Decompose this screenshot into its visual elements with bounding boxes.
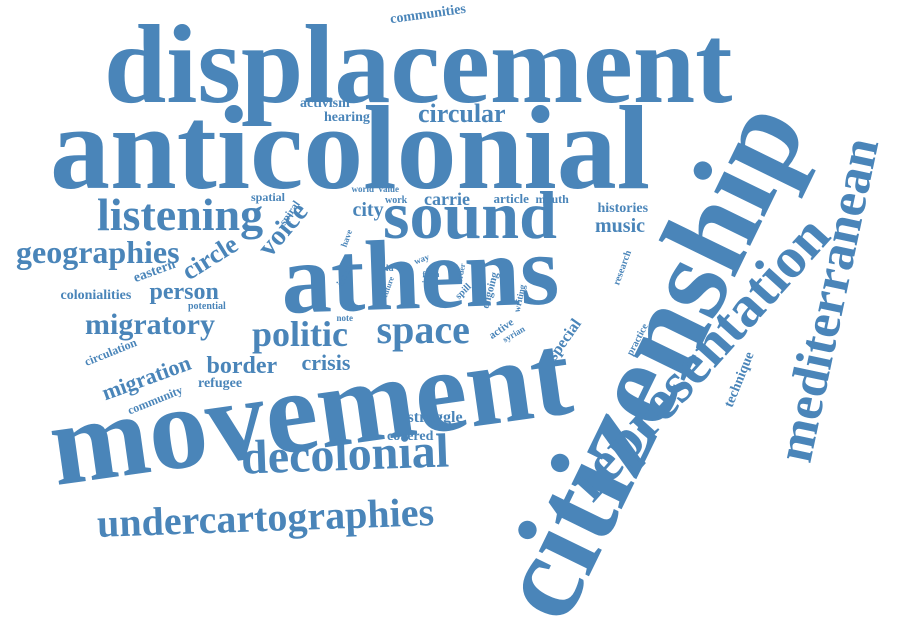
cloud-word-activism: activism	[300, 96, 350, 111]
cloud-word-world: world	[351, 183, 375, 194]
cloud-word-listening: listening	[97, 189, 264, 240]
cloud-word-sound: sound	[383, 177, 557, 253]
cloud-word-geographies: geographies	[16, 234, 180, 270]
cloud-word-covered: covered	[387, 429, 434, 444]
cloud-word-carrie: carrie	[424, 189, 470, 209]
cloud-word-space: space	[376, 307, 470, 352]
cloud-word-value: value	[378, 183, 400, 194]
cloud-word-potential: potential	[188, 301, 226, 312]
cloud-word-refugee: refugee	[198, 376, 243, 391]
cloud-word-person: person	[149, 279, 219, 305]
cloud-word-form: form	[422, 270, 440, 279]
cloud-word-colonialities: colonialities	[60, 288, 132, 303]
cloud-word-note: note	[336, 312, 354, 323]
cloud-word-city: city	[352, 199, 384, 221]
cloud-word-work: work	[385, 195, 408, 206]
cloud-word-border: border	[206, 353, 278, 379]
cloud-word-politic: politic	[252, 314, 348, 354]
cloud-word-spatial: spatial	[251, 190, 286, 204]
cloud-word-displacement: displacement	[104, 3, 733, 127]
cloud-word-histories: histories	[597, 201, 649, 216]
cloud-word-fold: fold	[378, 262, 394, 273]
cloud-word-anticolonial: anticolonial	[50, 81, 651, 214]
cloud-word-music: music	[595, 215, 645, 237]
cloud-word-hearing: hearing	[324, 110, 370, 125]
cloud-word-undercartographies: undercartographies	[95, 489, 435, 546]
cloud-word-migratory: migratory	[85, 308, 215, 341]
cloud-word-article: article	[493, 190, 529, 206]
cloud-word-mouth: mouth	[535, 192, 569, 206]
cloud-word-circular: circular	[418, 99, 506, 128]
cloud-word-struggle: struggle	[407, 409, 463, 426]
cloud-word-crisis: crisis	[301, 350, 351, 375]
